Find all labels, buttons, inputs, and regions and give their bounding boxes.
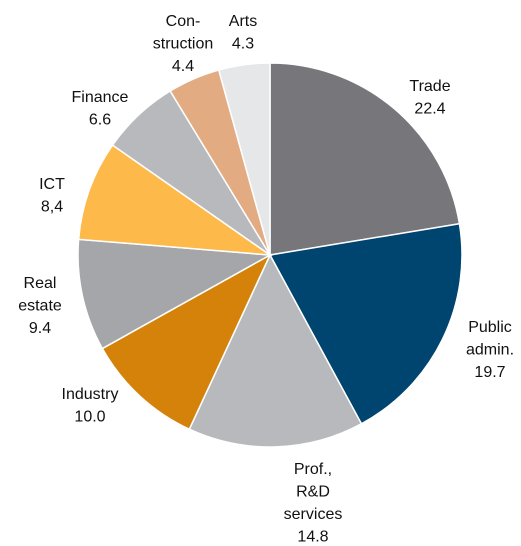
- value-label: 14.8: [297, 529, 328, 546]
- pie-slice: [217, 62, 271, 256]
- pie-slice: [101, 253, 272, 431]
- pie-slice: [77, 238, 273, 350]
- value-label: 9.4: [29, 320, 51, 337]
- pie-slice: [268, 222, 463, 425]
- pie-slice: [188, 253, 363, 448]
- value-label: 19.7: [474, 364, 505, 381]
- value-label: 4.3: [232, 36, 254, 53]
- slice-label: Con-struction: [153, 13, 213, 53]
- value-label: 4.4: [172, 58, 194, 75]
- value-label: 8,4: [41, 199, 63, 216]
- value-label: 10.0: [74, 409, 105, 426]
- slice-label: ICT: [39, 176, 65, 193]
- slice-label: Finance: [72, 89, 129, 106]
- pie-slice: [77, 144, 273, 256]
- value-label: 6.6: [89, 112, 111, 129]
- pie-slice: [269, 62, 461, 256]
- slice-label: Prof., R&D services: [284, 461, 343, 523]
- slice-label: Industry: [62, 386, 119, 403]
- value-label: 22.4: [414, 101, 445, 118]
- slice-label: Real estate: [18, 275, 62, 315]
- slice-label: Trade: [409, 78, 450, 95]
- slice-label: Arts: [229, 13, 257, 30]
- slice-label: Public admin.: [466, 319, 514, 359]
